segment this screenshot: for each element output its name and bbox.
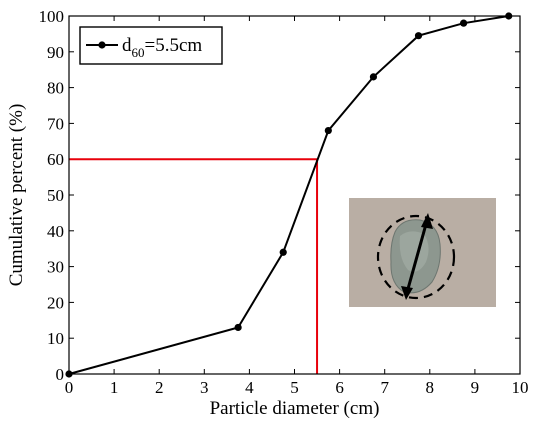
x-tick-label: 0 xyxy=(65,378,74,397)
x-axis-title: Particle diameter (cm) xyxy=(210,398,380,419)
x-tick-label: 1 xyxy=(110,378,119,397)
x-tick-label: 10 xyxy=(512,378,529,397)
y-tick-label: 10 xyxy=(47,329,64,348)
diameter-arrow-line xyxy=(404,216,430,297)
plot-frame xyxy=(68,15,521,375)
data-point xyxy=(279,248,287,256)
x-tick-label: 5 xyxy=(290,378,299,397)
y-tick-label: 60 xyxy=(47,150,64,169)
legend-label-main: d xyxy=(122,35,132,56)
reference-lines xyxy=(69,158,319,374)
x-tick-label: 9 xyxy=(471,378,480,397)
y-tick-label: 100 xyxy=(39,7,65,26)
series-line xyxy=(68,15,509,375)
y-tick-label: 40 xyxy=(47,222,64,241)
x-tick-label: 3 xyxy=(200,378,209,397)
inset-photo xyxy=(349,198,496,307)
x-tick-label: 6 xyxy=(335,378,344,397)
plot-area xyxy=(69,16,520,374)
y-axis-title: Cumulative percent (%) xyxy=(6,104,27,287)
y-tick-label: 80 xyxy=(47,79,64,98)
diameter-arrowhead-top xyxy=(421,213,433,229)
legend-marker xyxy=(98,41,106,49)
data-point xyxy=(414,32,423,40)
legend-label-rest: =5.5cm xyxy=(145,35,203,56)
data-point xyxy=(234,323,242,332)
legend-label: d60=5.5cm xyxy=(122,35,202,60)
legend: d60=5.5cm xyxy=(79,26,223,65)
data-point xyxy=(324,126,332,135)
y-tick-label: 0 xyxy=(56,365,65,384)
x-axis-ticks: 0 1 2 3 4 5 6 7 8 9 10 xyxy=(65,16,529,397)
data-point xyxy=(369,73,378,81)
y-tick-label: 20 xyxy=(47,293,64,312)
data-series xyxy=(65,12,513,378)
y-tick-label: 70 xyxy=(47,114,64,133)
y-tick-label: 30 xyxy=(47,258,64,277)
legend-label-sub: 60 xyxy=(132,45,145,60)
data-point xyxy=(460,19,468,27)
y-tick-label: 50 xyxy=(47,186,64,205)
x-tick-label: 7 xyxy=(380,378,389,397)
y-axis-ticks: 0 10 20 30 40 50 60 70 80 90 100 xyxy=(39,7,520,384)
diameter-arrowhead-bottom xyxy=(401,286,413,300)
y-tick-label: 90 xyxy=(47,43,64,62)
x-tick-label: 4 xyxy=(245,378,254,397)
x-tick-label: 8 xyxy=(426,378,435,397)
x-tick-label: 2 xyxy=(155,378,164,397)
particle-outline-ellipse xyxy=(376,214,456,300)
